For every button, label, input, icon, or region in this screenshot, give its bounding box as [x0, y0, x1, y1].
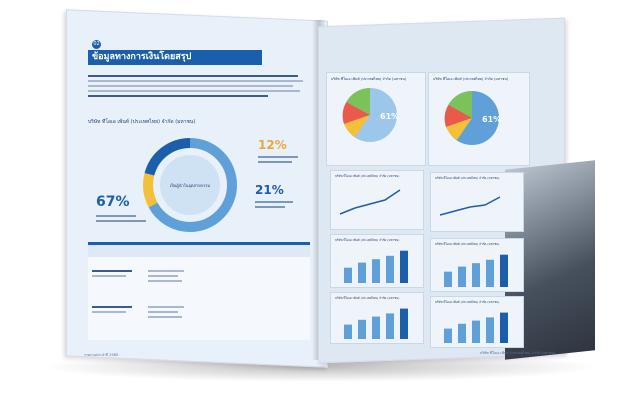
pie-slice-16: [346, 88, 370, 115]
page-title: ข้อมูลทางการเงินโดยสรุป: [88, 50, 262, 65]
bar: [372, 259, 380, 283]
line-card-2: บริษัท ทีโอเอ เพ้นท์ (ประเทศไทย) จำกัด (…: [430, 172, 524, 232]
bar: [458, 266, 466, 287]
chart-title: บริษัท ทีโอเอ เพ้นท์ (ประเทศไทย) จำกัด (…: [435, 242, 500, 246]
bar: [400, 308, 408, 339]
table-row: [148, 303, 184, 321]
bar: [344, 324, 352, 339]
bar: [500, 312, 508, 343]
pie-card-title: บริษัท ทีโอเอ เพ้นท์ (ประเทศไทย) จำกัด (…: [433, 77, 509, 81]
bar: [458, 323, 466, 343]
chart-title: บริษัท ทีโอเอ เพ้นท์ (ประเทศไทย) จำกัด (…: [435, 300, 500, 304]
pie-chart-2: 61%: [444, 91, 501, 145]
percent-67-note: [96, 212, 156, 225]
pie-label-61: 61%: [380, 112, 399, 121]
bar-chart-3: [344, 308, 408, 339]
bar: [386, 313, 394, 339]
pie-slice-16: [448, 91, 472, 118]
intro-paragraph: [88, 72, 308, 100]
bar-chart-1: [344, 250, 408, 283]
bar: [500, 254, 508, 287]
chart-title: บริษัท ทีโอเอ เพ้นท์ (ประเทศไทย) จำกัด (…: [335, 238, 400, 242]
table-row: [92, 267, 132, 280]
percent-21: 21%: [255, 183, 284, 197]
bar: [472, 320, 480, 343]
pie-label-61: 61%: [482, 115, 501, 124]
donut-subtitle: บริษัท ทีโอเอ เพ้นท์ (ประเทศไทย) จำกัด (…: [88, 119, 196, 125]
bar-chart-4: [444, 312, 508, 343]
bar: [444, 328, 452, 343]
percent-12: 12%: [258, 138, 287, 152]
section-badge: 02: [92, 40, 101, 49]
line-chart-1: [339, 189, 401, 215]
bar: [400, 250, 408, 283]
pie-slice-12: [446, 118, 472, 140]
donut-chart: เป็นผู้นำในอุตสาหกรรม: [143, 138, 237, 232]
bar: [386, 255, 394, 283]
summary-table: [88, 242, 310, 340]
chart-title: บริษัท ทีโอเอ เพ้นท์ (ประเทศไทย) จำกัด (…: [435, 176, 500, 180]
table-row: [92, 303, 132, 316]
bar: [358, 319, 366, 339]
table-row: [148, 267, 184, 285]
pie-slice-12: [344, 115, 370, 137]
percent-67: 67%: [96, 194, 130, 210]
line-chart-2: [439, 196, 501, 216]
bar-chart-2: [444, 254, 508, 287]
bar: [372, 316, 380, 339]
bar: [344, 267, 352, 283]
donut-segment-21: [143, 138, 237, 232]
pie-card-title: บริษัท ทีโอเอ เพ้นท์ (ประเทศไทย) จำกัด (…: [331, 77, 407, 81]
chart-title: บริษัท ทีโอเอ เพ้นท์ (ประเทศไทย) จำกัด (…: [335, 174, 400, 178]
percent-12-note: [258, 153, 318, 166]
bar: [444, 271, 452, 287]
bar: [358, 262, 366, 283]
chart-title: บริษัท ทีโอเอ เพ้นท์ (ประเทศไทย) จำกัด (…: [335, 296, 400, 300]
bar: [486, 259, 494, 287]
pie-slice-11: [444, 105, 472, 127]
donut-segment-12: [143, 138, 237, 232]
percent-21-note: [255, 198, 315, 211]
bar: [472, 263, 480, 287]
donut-center-label: เป็นผู้นำในอุตสาหกรรม: [170, 182, 211, 189]
line-card-1: บริษัท ทีโอเอ เพ้นท์ (ประเทศไทย) จำกัด (…: [330, 170, 424, 230]
table-header: [88, 245, 310, 257]
left-footer: รายงานประจำปี 2565: [84, 353, 119, 357]
bar: [486, 317, 494, 343]
pie-slice-11: [342, 102, 370, 124]
pie-chart-1: 61%: [342, 88, 399, 142]
right-footer: บริษัท ทีโอเอ เพ้นท์ (ประเทศไทย) จำกัด (…: [480, 351, 556, 355]
